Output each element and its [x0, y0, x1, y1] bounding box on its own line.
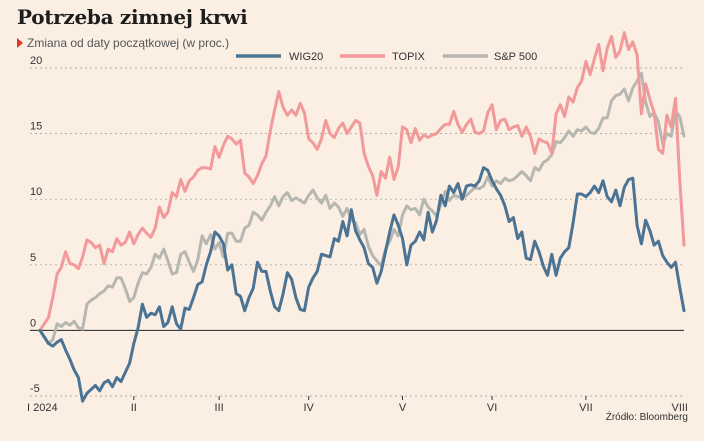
- x-tick-label: VIII: [671, 402, 688, 414]
- y-tick-label: 10: [30, 186, 42, 198]
- y-tick-label: 5: [30, 252, 36, 264]
- legend-label: TOPIX: [392, 51, 425, 63]
- legend-label: WIG20: [289, 51, 323, 63]
- chart-subtitle: Zmiana od daty początkowej (w proc.): [17, 36, 229, 50]
- x-tick-label: V: [399, 402, 407, 414]
- x-tick-label: VI: [487, 402, 497, 414]
- legend-label: S&P 500: [494, 51, 537, 63]
- x-tick-label: IV: [303, 402, 314, 414]
- chart-subtitle-text: Zmiana od daty początkowej (w proc.): [27, 36, 230, 50]
- series-line-topix: [38, 31, 686, 332]
- source-note: Źródło: Bloomberg: [605, 412, 688, 423]
- series-line-s-p-500: [38, 71, 686, 345]
- x-axis-ticks: I 2024 II III IV V VI VII VIII: [27, 396, 688, 414]
- x-tick-label: VII: [579, 402, 592, 414]
- y-tick-label: 0: [30, 317, 36, 329]
- y-tick-label: 20: [30, 55, 42, 67]
- legend: WIG20 TOPIX S&P 500: [236, 51, 537, 63]
- x-tick-label: I 2024: [27, 402, 58, 414]
- chart-title: Potrzeba zimnej krwi: [17, 5, 248, 29]
- subtitle-marker-icon: [17, 38, 23, 48]
- series-line-wig20: [38, 166, 686, 403]
- x-tick-label: II: [131, 402, 137, 414]
- y-tick-label: 15: [30, 121, 42, 133]
- series-layer: [38, 31, 686, 403]
- y-axis-ticks: -5 0 5 10 15 20: [30, 55, 42, 395]
- y-tick-label: -5: [30, 383, 40, 395]
- x-tick-label: III: [215, 402, 224, 414]
